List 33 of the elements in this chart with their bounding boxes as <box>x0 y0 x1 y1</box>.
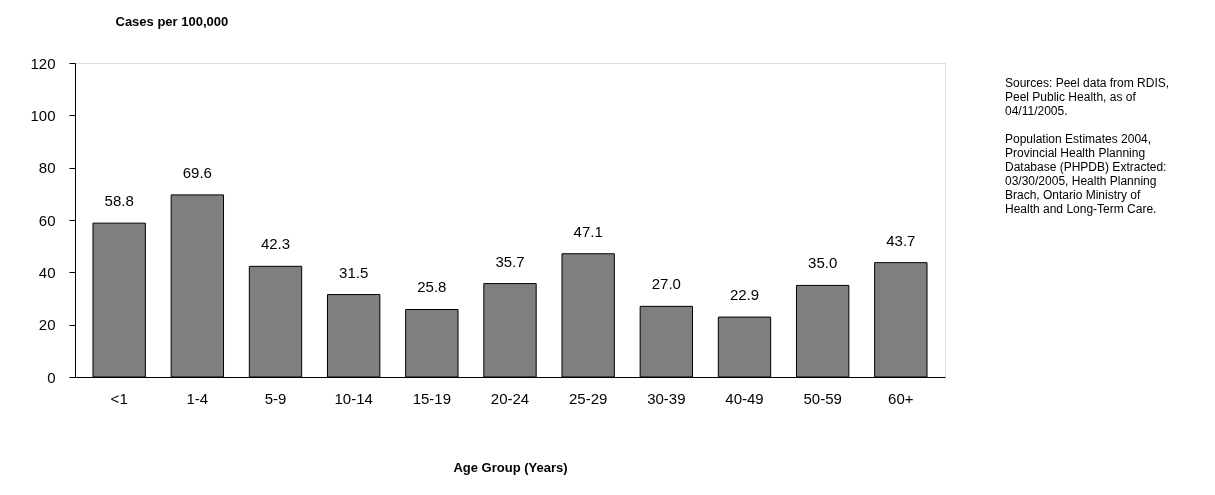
data-label: 31.5 <box>339 263 369 281</box>
x-tick-label: 30-39 <box>647 389 686 407</box>
data-label: 35.7 <box>495 252 525 270</box>
text: Population Estimates 2004, Provincial Health Planning Database (PHPDB) Extracted: 03/30/2005, Health Planning Brach, Ontario Ministry of Health and Long-Term Care. <box>1005 132 1167 216</box>
y-tick-label: 120 <box>30 54 56 72</box>
y-tick-label: 100 <box>30 106 56 124</box>
x-tick-label: 5-9 <box>264 389 287 407</box>
x-tick-label: 1-4 <box>186 389 209 407</box>
x-tick-label: 20-24 <box>490 389 530 407</box>
x-tick-label: 50-59 <box>803 389 842 407</box>
x-tick-label: 40-49 <box>725 389 764 407</box>
data-label: 22.9 <box>729 286 760 304</box>
x-tick-label: 60+ <box>888 389 914 407</box>
data-label: 25.8 <box>417 278 447 296</box>
y-tick-label: 40 <box>38 263 56 281</box>
data-label: 27.0 <box>651 275 681 293</box>
y-tick-label: 60 <box>38 211 56 229</box>
data-label: 69.6 <box>182 163 212 181</box>
x-axis-title: Age Group (Years) <box>453 459 568 475</box>
data-label: 47.1 <box>573 222 603 240</box>
data-label: 35.0 <box>808 254 838 272</box>
y-tick-label: 0 <box>47 368 56 386</box>
y-tick-label: 80 <box>38 159 56 177</box>
y-axis-title: Cases per 100,000 <box>115 13 229 29</box>
y-tick-label: 20 <box>38 316 56 334</box>
x-tick-label: 10-14 <box>334 389 373 407</box>
data-label: 58.8 <box>104 192 134 210</box>
x-tick-label: 15-19 <box>412 389 452 407</box>
x-tick-label: 25-29 <box>568 389 608 407</box>
data-label: 42.3 <box>260 235 291 253</box>
x-tick-label: <1 <box>110 389 128 407</box>
data-label: 43.7 <box>886 231 916 249</box>
source-note: Sources: Peel data from RDIS, Peel Public Health, as of 04/11/2005. <box>1005 76 1170 118</box>
